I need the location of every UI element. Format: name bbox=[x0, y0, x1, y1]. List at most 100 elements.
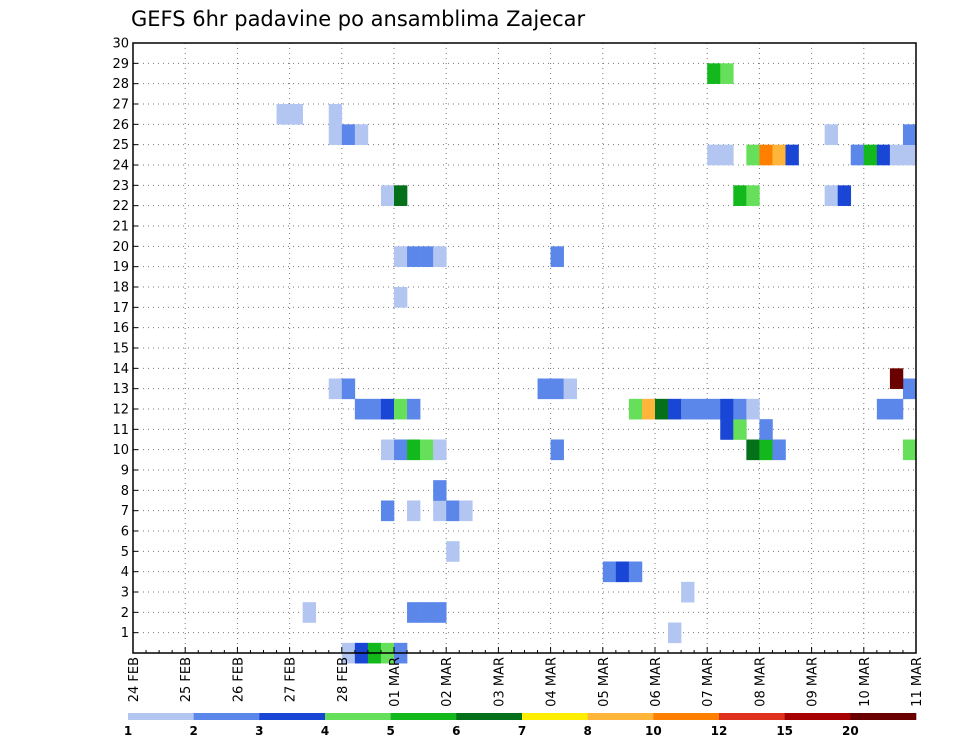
y-tick-label: 4 bbox=[121, 565, 129, 580]
y-tick-label: 14 bbox=[112, 362, 129, 377]
x-tick-label: 07 MAR bbox=[701, 657, 716, 707]
data-cell bbox=[615, 561, 630, 583]
y-tick-label: 15 bbox=[112, 342, 129, 357]
chart-title: GEFS 6hr padavine po ansamblima Zajecar bbox=[131, 7, 586, 31]
data-cell bbox=[394, 246, 408, 267]
y-tick-label: 27 bbox=[112, 98, 129, 113]
data-cell bbox=[420, 246, 434, 267]
x-tick-label: 05 MAR bbox=[597, 657, 612, 707]
y-tick-label: 9 bbox=[121, 464, 129, 479]
y-tick-label: 16 bbox=[112, 321, 129, 336]
data-cell bbox=[407, 500, 421, 522]
data-cell bbox=[394, 439, 408, 461]
data-cell bbox=[446, 500, 460, 522]
data-cell bbox=[876, 144, 891, 166]
colorbar-swatch bbox=[587, 713, 654, 720]
data-cell bbox=[733, 185, 747, 206]
y-tick-label: 12 bbox=[112, 403, 129, 418]
data-cell bbox=[380, 185, 395, 206]
data-cell bbox=[720, 63, 734, 84]
x-tick-label: 27 FEB bbox=[284, 657, 299, 702]
data-cell bbox=[550, 378, 564, 400]
colorbar-label: 12 bbox=[711, 724, 728, 738]
data-cell bbox=[889, 368, 904, 389]
colorbar-swatch bbox=[784, 713, 851, 720]
data-cell bbox=[733, 419, 747, 440]
data-cell bbox=[681, 581, 695, 603]
x-tick-label: 03 MAR bbox=[492, 657, 507, 707]
y-tick-label: 7 bbox=[121, 504, 129, 519]
data-cell bbox=[902, 124, 917, 145]
y-tick-label: 25 bbox=[112, 138, 129, 153]
colorbar-swatch bbox=[128, 713, 194, 720]
data-cell bbox=[902, 439, 917, 461]
data-cell bbox=[694, 398, 708, 420]
colorbar-swatch bbox=[719, 713, 785, 720]
colorbar-label: 3 bbox=[255, 724, 263, 738]
x-tick-label: 26 FEB bbox=[231, 657, 246, 702]
data-cell bbox=[707, 144, 721, 166]
y-tick-label: 28 bbox=[112, 77, 129, 92]
data-cell bbox=[276, 104, 290, 125]
data-cell bbox=[746, 185, 760, 206]
data-cell bbox=[772, 439, 786, 461]
colorbar-label: 2 bbox=[189, 724, 197, 738]
x-tick-label: 06 MAR bbox=[649, 657, 664, 707]
x-tick-label: 08 MAR bbox=[753, 657, 768, 707]
data-cell bbox=[380, 398, 395, 420]
y-tick-label: 24 bbox=[112, 159, 129, 174]
y-tick-label: 30 bbox=[112, 37, 129, 52]
colorbar-label: 15 bbox=[776, 724, 793, 738]
colorbar-label: 4 bbox=[321, 724, 329, 738]
colorbar-label: 20 bbox=[842, 724, 859, 738]
x-tick-label: 10 MAR bbox=[858, 657, 873, 707]
x-tick-label: 24 FEB bbox=[127, 657, 142, 702]
x-tick-label: 02 MAR bbox=[440, 657, 455, 707]
data-cell bbox=[602, 561, 617, 583]
data-cell bbox=[420, 439, 434, 461]
data-cell bbox=[824, 185, 838, 206]
x-tick-label: 09 MAR bbox=[806, 657, 821, 707]
data-cell bbox=[394, 185, 408, 206]
data-cell bbox=[433, 246, 447, 267]
data-cell bbox=[641, 398, 656, 420]
y-tick-label: 13 bbox=[112, 382, 129, 397]
data-cell bbox=[628, 398, 643, 420]
colorbar-label: 5 bbox=[386, 724, 394, 738]
data-cell bbox=[668, 622, 682, 644]
data-cell bbox=[328, 124, 343, 145]
colorbar-swatch bbox=[259, 713, 326, 720]
data-cell bbox=[902, 378, 917, 400]
data-cell bbox=[302, 602, 316, 623]
data-cell bbox=[446, 541, 460, 562]
data-cell bbox=[433, 602, 447, 623]
colorbar-label: 10 bbox=[645, 724, 662, 738]
data-cell bbox=[668, 398, 682, 420]
data-cell bbox=[341, 378, 356, 400]
data-cell bbox=[759, 439, 773, 461]
data-cell bbox=[824, 124, 838, 145]
data-cell bbox=[407, 602, 421, 623]
data-cell bbox=[759, 144, 773, 166]
data-cell bbox=[720, 398, 734, 420]
grid bbox=[133, 42, 916, 653]
y-tick-label: 10 bbox=[112, 443, 129, 458]
x-tick-label: 25 FEB bbox=[179, 657, 194, 702]
y-tick-label: 19 bbox=[112, 260, 129, 275]
data-cell bbox=[772, 144, 786, 166]
y-tick-label: 5 bbox=[121, 545, 129, 560]
y-tick-label: 26 bbox=[112, 118, 129, 133]
x-axis: 24 FEB 25 FEB 26 FEB 27 FEB 28 FEB 01 MAR 02 M… bbox=[127, 647, 925, 707]
data-cell bbox=[407, 398, 421, 420]
y-tick-label: 22 bbox=[112, 199, 129, 214]
data-cell bbox=[563, 378, 577, 400]
data-cell bbox=[354, 398, 369, 420]
x-tick-label: 04 MAR bbox=[545, 657, 560, 707]
data-cell bbox=[550, 439, 564, 461]
data-cell bbox=[889, 144, 904, 166]
data-cell bbox=[850, 144, 865, 166]
colorbar: 1 2 3 4 5 6 7 8 10 12 15 20 bbox=[124, 713, 917, 738]
colorbar-label: 8 bbox=[583, 724, 591, 738]
data-cell bbox=[328, 378, 343, 400]
